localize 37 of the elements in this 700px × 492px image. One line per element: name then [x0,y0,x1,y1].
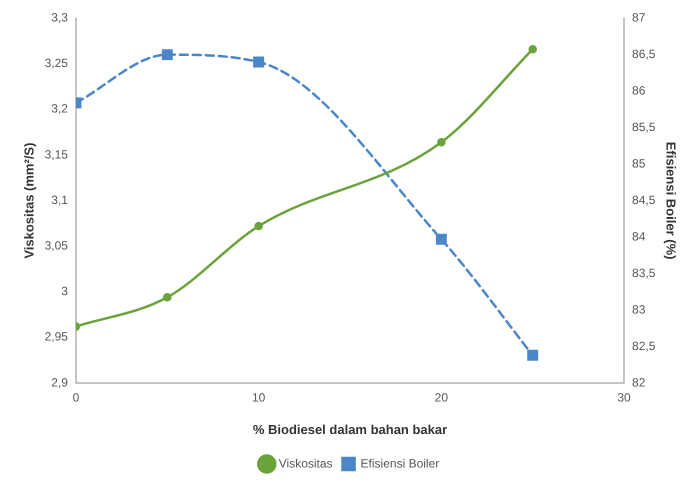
y-tick-label: 3,25 [44,56,68,70]
y2-tick-label: 86,5 [632,46,656,61]
x-tick-label: 30 [617,390,632,405]
y-axis-title: Viskositas (mm²/S) [21,142,36,259]
y2-tick-label: 83 [632,302,646,316]
legend-label: Viskositas [278,456,333,470]
y2-tick-label: 84 [632,229,646,244]
y2-tick-label: 84,5 [632,192,656,207]
y2-tick-label: 83,5 [632,266,656,280]
y-tick-label: 3,3 [51,10,68,25]
y-tick-label: 2,95 [44,330,68,344]
x-axis-title: % Biodiesel dalam bahan bakar [252,422,448,437]
y-tick-label: 3 [61,284,68,298]
y2-axis-title: Efisiensi Boiler (%) [664,142,679,260]
y2-tick-label: 85,5 [632,120,656,134]
y-tick-label: 3,15 [44,147,68,162]
y-tick-label: 3,1 [51,192,68,207]
y-tick-label: 3,05 [44,238,68,253]
y-tick-label: 3,2 [51,102,68,116]
point [163,293,172,302]
x-tick-label: 20 [434,390,448,405]
point [254,222,263,230]
point [527,350,538,361]
y-tick-label: 2,9 [51,375,68,390]
legend-label: Efisiensi Boiler [360,456,440,470]
x-tick-label: 0 [72,390,80,405]
point [437,138,446,146]
point [528,44,537,54]
point [436,234,447,245]
point [253,56,264,68]
point [162,49,173,60]
y2-tick-label: 87 [632,10,646,25]
y2-tick-label: 85 [632,156,646,170]
y2-tick-label: 86 [632,83,646,98]
y2-tick-label: 82 [632,375,646,390]
x-tick-label: 10 [252,390,266,405]
y2-tick-label: 82,5 [632,338,656,353]
